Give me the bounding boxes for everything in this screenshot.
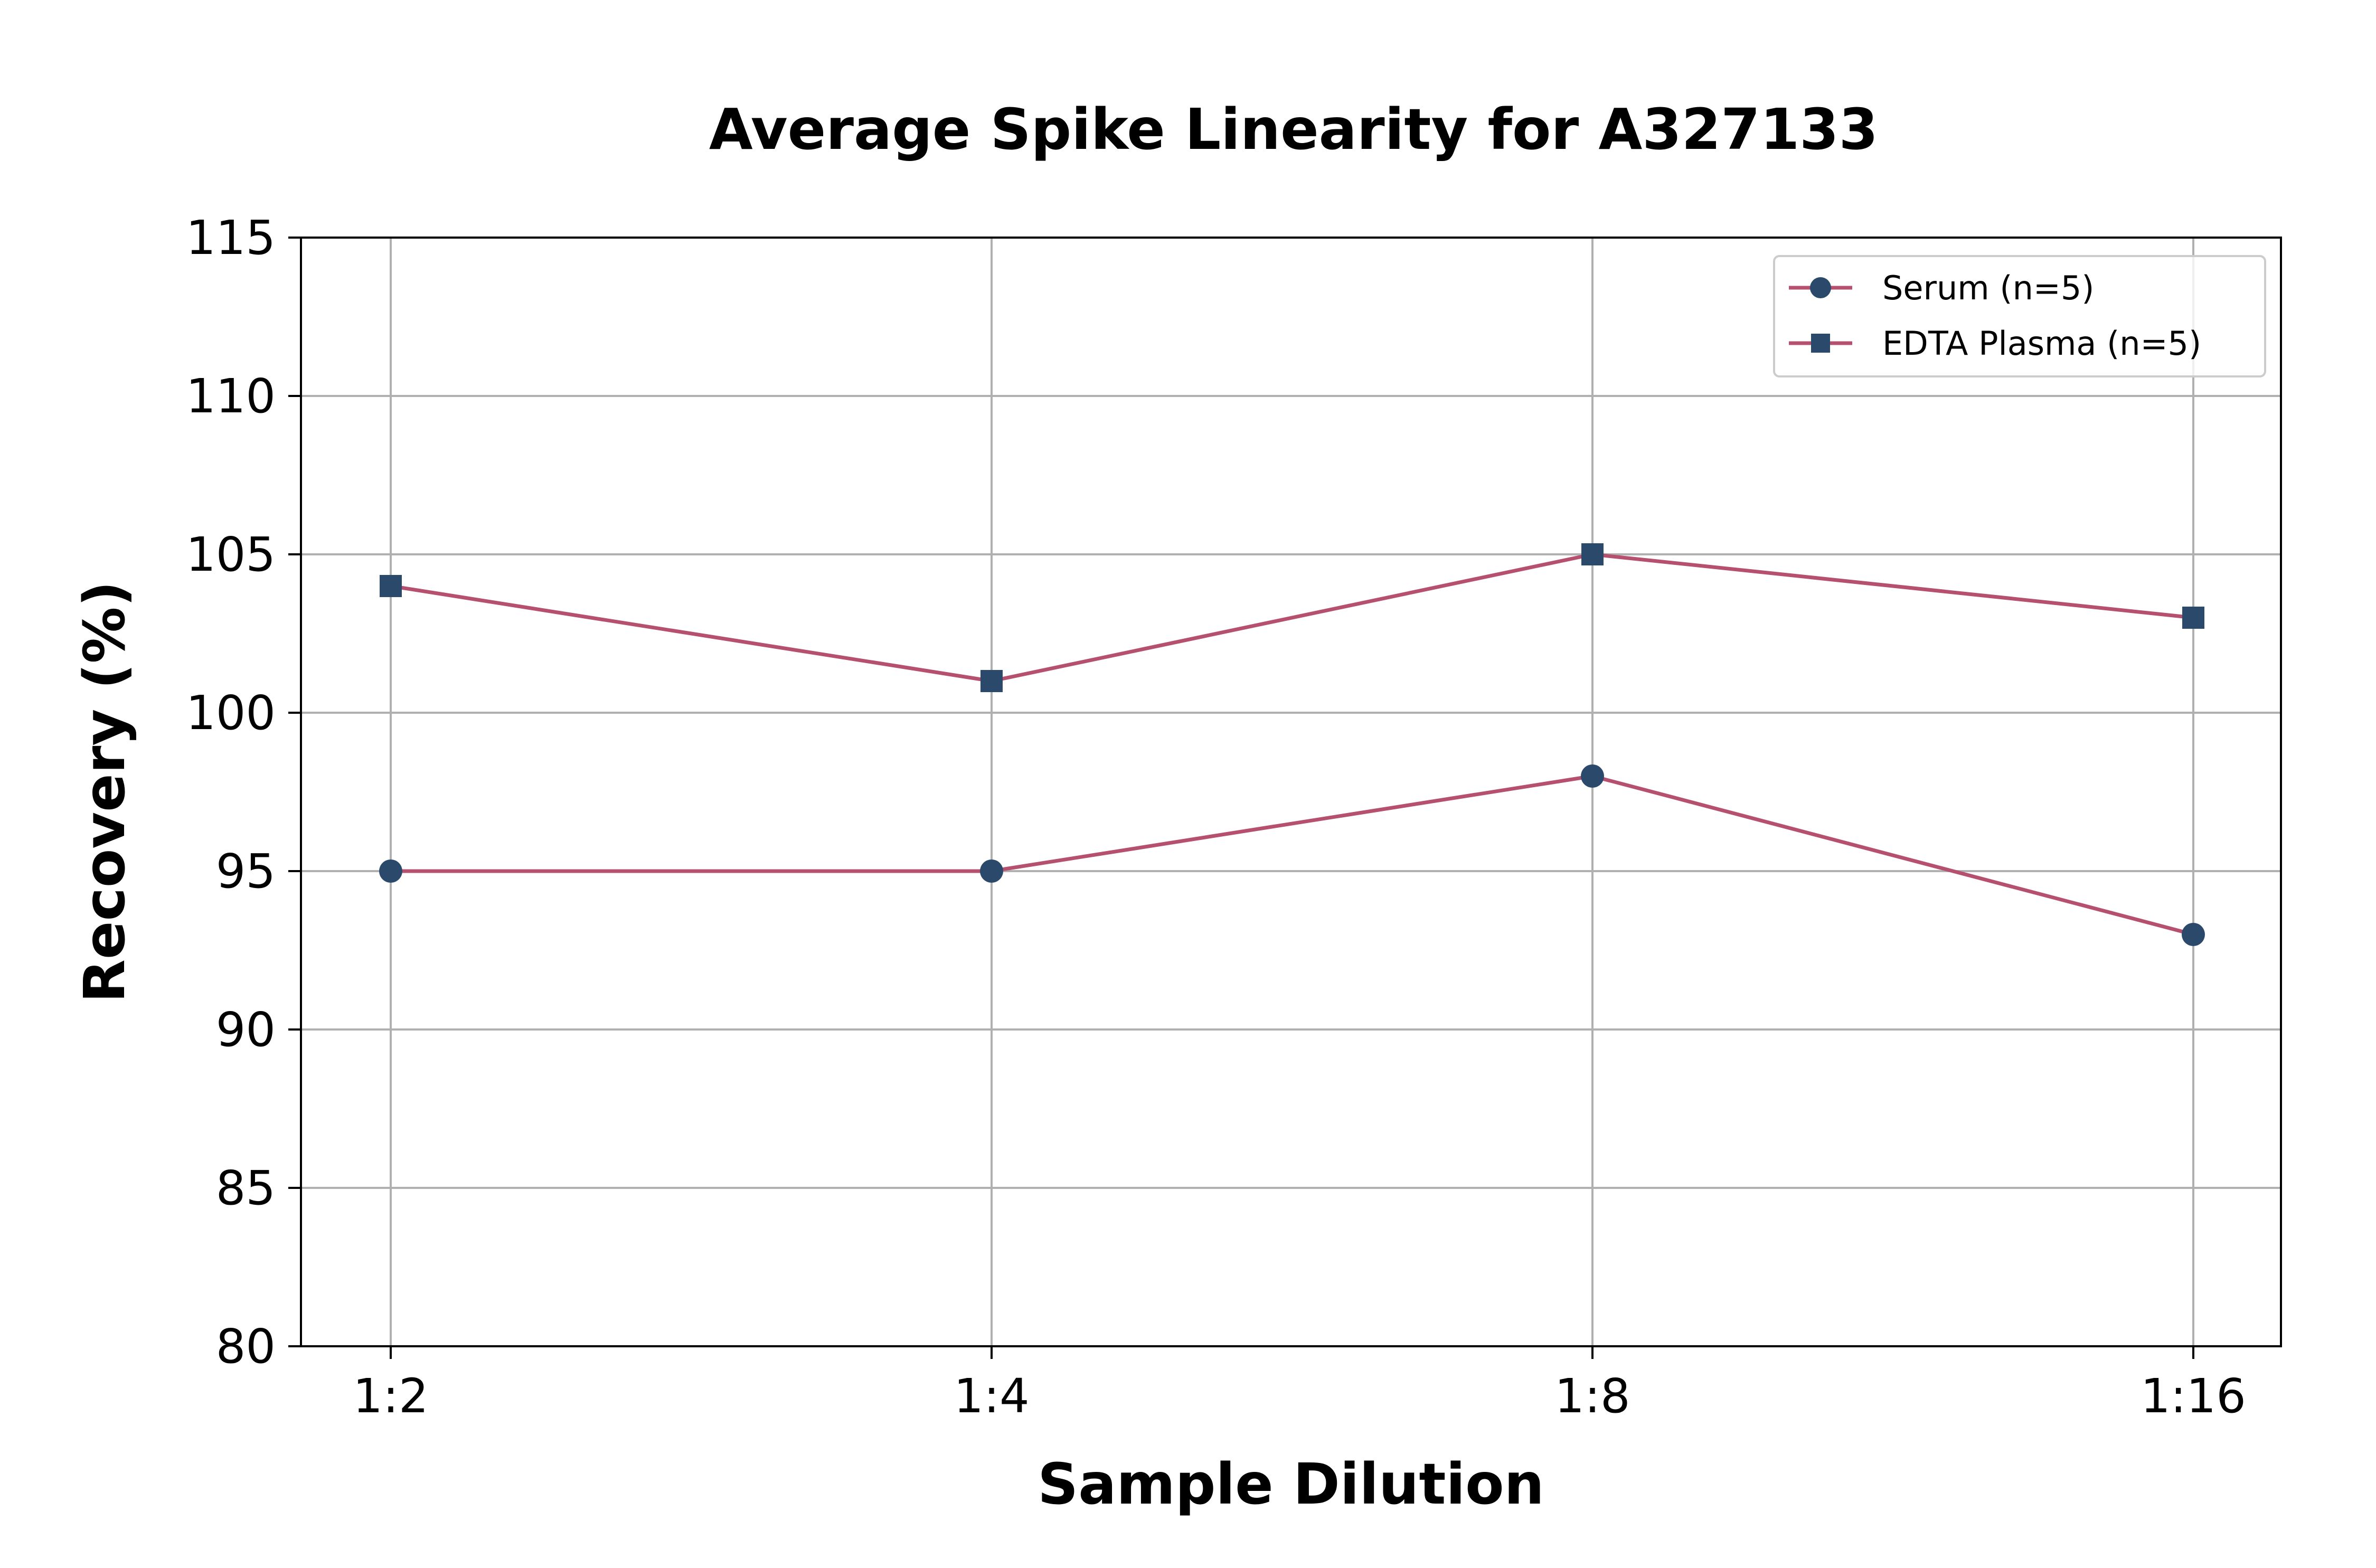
y-axis-label: Recovery (%)	[72, 581, 138, 1003]
legend-item: Serum (n=5)	[1789, 269, 2094, 307]
data-point	[380, 575, 402, 597]
x-tick-label: 1:2	[353, 1368, 428, 1423]
x-tick-label: 1:16	[2141, 1368, 2246, 1423]
legend-item: EDTA Plasma (n=5)	[1789, 324, 2201, 363]
series-line	[390, 552, 2194, 683]
data-point	[1581, 543, 1604, 565]
y-tick-label: 100	[186, 685, 276, 740]
legend-marker	[1810, 277, 1831, 298]
y-tick-label: 95	[216, 844, 276, 899]
y-tick-label: 90	[216, 1002, 276, 1057]
x-tick-label: 1:4	[954, 1368, 1029, 1423]
legend-label: EDTA Plasma (n=5)	[1882, 324, 2201, 363]
y-tick-label: 115	[186, 210, 276, 265]
series-edta-plasma	[380, 543, 2204, 692]
y-tick-label: 105	[186, 527, 276, 582]
y-tick-label: 110	[186, 369, 276, 423]
legend: Serum (n=5) EDTA Plasma (n=5)	[1773, 255, 2266, 377]
data-point	[2182, 607, 2204, 629]
legend-label: Serum (n=5)	[1882, 269, 2094, 307]
chart-title: Average Spike Linearity for A327133	[709, 97, 1878, 163]
x-axis-label: Sample Dilution	[1038, 1452, 1544, 1517]
axis-ticks: 80 85 90 95 100 105 110 115 1:2 1:4 1:8 1:16	[186, 210, 2246, 1423]
legend-box	[1773, 255, 2266, 377]
data-point	[980, 859, 1003, 883]
series-serum	[379, 764, 2205, 946]
x-tick-label: 1:8	[1554, 1368, 1630, 1423]
series-group	[379, 543, 2205, 946]
y-tick-label: 80	[216, 1319, 276, 1374]
data-point	[980, 670, 1003, 692]
plot-frame	[300, 237, 2282, 1347]
data-point	[1581, 764, 1604, 788]
y-tick-label: 85	[216, 1160, 276, 1215]
legend-marker	[1811, 334, 1830, 353]
series-line	[391, 774, 2194, 937]
data-point	[379, 859, 402, 883]
data-point	[2182, 923, 2205, 946]
